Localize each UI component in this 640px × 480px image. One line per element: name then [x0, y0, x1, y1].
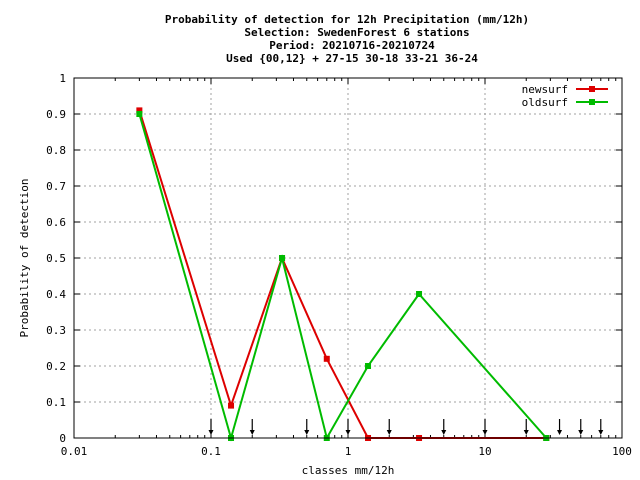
- y-axis: 0 0.1 0.2 0.3 0.4 0.5 0.6 0.7 0.8 0.9 1: [46, 72, 622, 445]
- x-tick-label: 10: [478, 445, 491, 458]
- y-tick-label: 0: [59, 432, 66, 445]
- class-marker-head: [598, 430, 604, 435]
- x-tick-label: 0.1: [201, 445, 221, 458]
- class-marker-head: [345, 430, 351, 435]
- y-tick-label: 0.1: [46, 396, 66, 409]
- data-point: [279, 255, 286, 261]
- class-marker-head: [523, 430, 529, 435]
- y-tick-label: 0.5: [46, 252, 66, 265]
- x-tick-label: 1: [345, 445, 352, 458]
- class-marker-arrow: [386, 419, 392, 435]
- y-tick-label: 0.9: [46, 108, 66, 121]
- y-tick-label: 0.8: [46, 144, 66, 157]
- data-point: [323, 355, 330, 362]
- y-tick-label: 0.3: [46, 324, 66, 337]
- class-marker-arrow: [208, 419, 214, 435]
- legend-swatch-marker: [589, 86, 595, 92]
- class-marker-arrow: [578, 419, 584, 435]
- class-marker-head: [557, 430, 563, 435]
- class-markers: [208, 419, 604, 435]
- class-marker-arrow: [598, 419, 604, 435]
- class-marker-arrow: [523, 419, 529, 435]
- grid: [74, 78, 622, 438]
- y-tick-label: 0.7: [46, 180, 66, 193]
- chart-title: Probability of detection for 12h Precipi…: [165, 13, 529, 65]
- class-marker-head: [578, 430, 584, 435]
- class-marker-arrow: [249, 419, 255, 435]
- y-tick-label: 0.2: [46, 360, 66, 373]
- class-marker-head: [208, 430, 214, 435]
- y-tick-label: 0.4: [46, 288, 66, 301]
- title-line-3: Period: 20210716-20210724: [269, 39, 435, 52]
- class-marker-arrow: [482, 419, 488, 435]
- data-point: [416, 291, 423, 297]
- class-marker-head: [304, 430, 310, 435]
- x-axis-label: classes mm/12h: [302, 464, 395, 477]
- title-line-2: Selection: SwedenForest 6 stations: [244, 26, 469, 39]
- x-tick-label: 100: [612, 445, 632, 458]
- data-point: [136, 107, 143, 114]
- y-tick-label: 0.6: [46, 216, 66, 229]
- title-line-1: Probability of detection for 12h Precipi…: [165, 13, 529, 26]
- legend-label: newsurf: [522, 83, 568, 96]
- class-marker-head: [482, 430, 488, 435]
- legend-label: oldsurf: [522, 96, 568, 109]
- data-point: [365, 363, 372, 369]
- y-tick-label: 1: [59, 72, 66, 85]
- data-point: [228, 402, 235, 409]
- class-marker-arrow: [441, 419, 447, 435]
- class-marker-arrow: [345, 419, 351, 435]
- class-marker-head: [441, 430, 447, 435]
- class-marker-arrow: [557, 419, 563, 435]
- x-tick-label: 0.01: [61, 445, 88, 458]
- title-line-4: Used {00,12} + 27-15 30-18 33-21 36-24: [226, 52, 478, 65]
- series-layer: [136, 107, 550, 442]
- data-point: [136, 111, 143, 117]
- y-axis-label: Probability of detection: [18, 179, 31, 338]
- class-marker-head: [386, 430, 392, 435]
- legend-swatch-marker: [589, 99, 595, 105]
- class-marker-head: [249, 430, 255, 435]
- class-marker-arrow: [304, 419, 310, 435]
- plot-frame: [73, 77, 623, 439]
- series-newsurf: [136, 107, 550, 441]
